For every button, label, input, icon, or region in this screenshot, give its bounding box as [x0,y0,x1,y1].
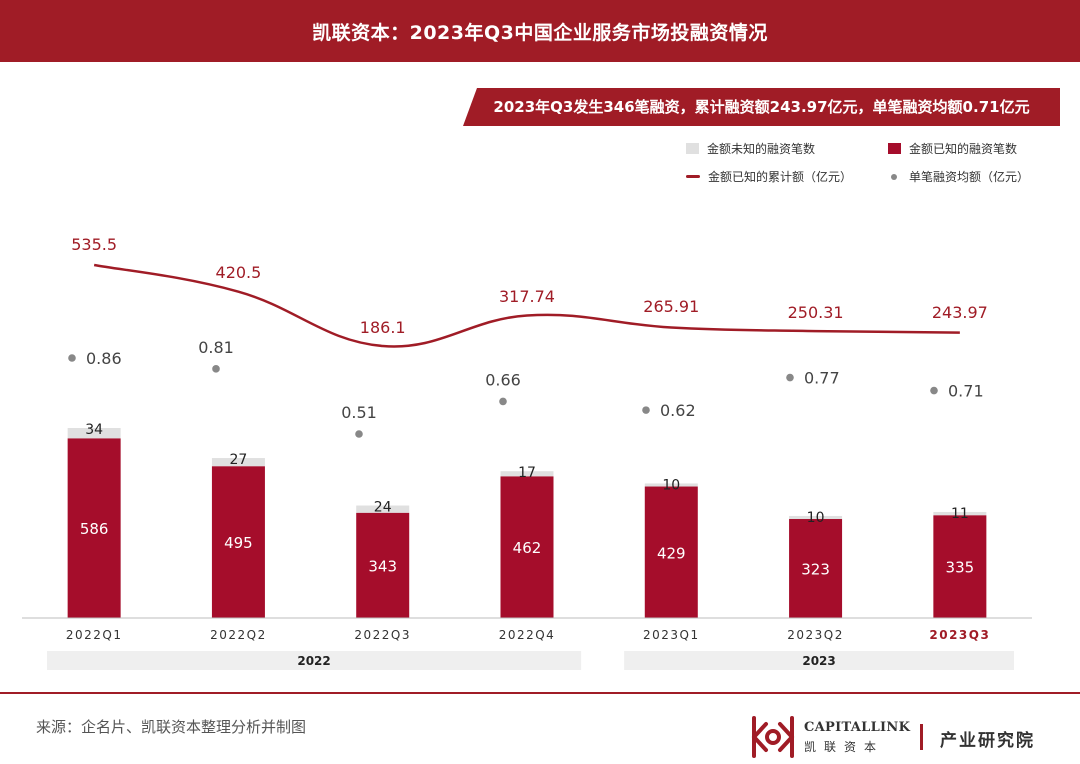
x-tick-label-2022Q4: 2022Q4 [499,628,556,642]
legend-label-line: 金额已知的累计额（亿元） [708,170,853,184]
legend-label-dot: 单笔融资均额（亿元） [909,170,1030,184]
bar-unknown-label-2022Q2: 27 [230,452,248,468]
avg-label-2022Q1: 0.86 [86,349,122,368]
bar-unknown-2022Q4 [500,471,554,477]
avg-dot-2022Q3 [355,430,363,438]
bar-unknown-label-2022Q4: 17 [518,465,536,481]
brand-name-cn: 凯联资本 [804,740,885,754]
page-title: 凯联资本：2023年Q3中国企业服务市场投融资情况 [0,0,1080,62]
legend-item-unknown: 金额未知的融资笔数 [686,140,815,157]
x-tick-label-2022Q3: 2022Q3 [354,628,411,642]
summary-banner: 2023年Q3发生346笔融资，累计融资额243.97亿元，单笔融资均额0.71… [463,88,1060,126]
x-tick-label-2022Q2: 2022Q2 [210,628,267,642]
bar-known-label-2022Q4: 462 [513,539,542,557]
bar-known-label-2023Q3: 335 [946,559,975,577]
legend-swatch-dot [891,173,897,180]
footer-divider [0,692,1080,694]
source-note: 来源：企名片、凯联资本整理分析并制图 [36,718,307,736]
avg-label-2023Q2: 0.77 [804,369,840,388]
avg-label-2023Q3: 0.71 [948,382,984,401]
legend-swatch-unknown [686,143,699,154]
x-tick-label-2023Q2: 2023Q2 [787,628,844,642]
line-label-2022Q2: 420.5 [216,263,262,282]
avg-label-2023Q1: 0.62 [660,401,696,420]
avg-label-2022Q4: 0.66 [485,370,521,389]
bar-unknown-label-2023Q2: 10 [807,510,825,526]
year-label-2022: 2022 [297,654,330,668]
avg-dot-2023Q1 [642,406,650,414]
bar-unknown-label-2023Q1: 10 [662,477,680,493]
bar-unknown-label-2023Q3: 11 [951,506,969,522]
avg-dot-2022Q4 [499,397,507,406]
cumulative-amount-line [93,263,960,348]
bar-known-2022Q3 [356,512,410,618]
bar-unknown-2023Q1 [644,483,698,487]
legend-item-line: 金额已知的累计额（亿元） [686,168,852,185]
x-tick-label-2022Q1: 2022Q1 [66,628,123,642]
legend-swatch-known [888,143,901,154]
year-label-2023: 2023 [802,654,835,668]
bar-known-label-2023Q2: 323 [801,561,830,579]
bar-unknown-2023Q3 [933,511,987,516]
x-tick-label-2023Q3: 2023Q3 [929,628,990,642]
avg-label-2022Q2: 0.81 [198,338,234,357]
line-label-2022Q3: 186.1 [360,318,406,337]
bar-known-label-2022Q1: 586 [80,520,109,538]
bar-known-label-2023Q1: 429 [657,544,686,562]
year-band-2022 [47,651,582,670]
legend-label-unknown: 金额未知的融资笔数 [707,142,816,156]
avg-label-2022Q3: 0.51 [341,403,377,422]
line-label-2023Q1: 265.91 [643,297,699,316]
legend-swatch-line [686,175,700,178]
bar-known-label-2022Q2: 495 [224,534,253,552]
bar-unknown-2022Q2 [211,458,265,467]
legend-item-known: 金额已知的融资笔数 [888,140,1017,157]
capitallink-logo [752,716,794,758]
bar-unknown-label-2022Q1: 34 [85,422,103,438]
line-label-2022Q1: 535.5 [71,235,117,254]
brand-research-label: 产业研究院 [940,731,1035,751]
line-label-2022Q4: 317.74 [499,287,555,306]
bar-known-2023Q1 [644,486,698,618]
bar-known-2023Q3 [933,515,987,618]
year-band-2023 [624,651,1014,670]
bar-known-2022Q4 [500,476,554,618]
x-tick-label-2023Q1: 2023Q1 [643,628,700,642]
legend-label-known: 金额已知的融资笔数 [909,142,1018,156]
bar-known-2022Q1 [67,438,121,618]
bar-known-2022Q2 [211,466,265,618]
investment-chart: 2022 2023 586 34 495 27 343 24 462 17 429 10 323 10 33… [22,235,1032,670]
brand-divider [920,724,923,750]
bar-known-label-2022Q3: 343 [368,557,397,575]
bar-unknown-label-2022Q3: 24 [374,500,392,516]
avg-dot-2023Q2 [786,373,794,382]
brand-name-en: CAPITALLINK [804,720,911,735]
bar-unknown-2023Q2 [789,515,843,520]
bar-known-2023Q2 [789,519,843,618]
bar-unknown-2022Q1 [67,428,121,439]
avg-dot-2023Q3 [930,386,938,395]
legend-item-dot: 单笔融资均额（亿元） [888,168,1029,185]
avg-dot-2022Q2 [212,365,220,373]
line-label-2023Q3: 243.97 [932,303,988,322]
line-label-2023Q2: 250.31 [788,303,844,322]
avg-dot-2022Q1 [68,354,76,362]
bar-unknown-2022Q3 [356,505,410,513]
